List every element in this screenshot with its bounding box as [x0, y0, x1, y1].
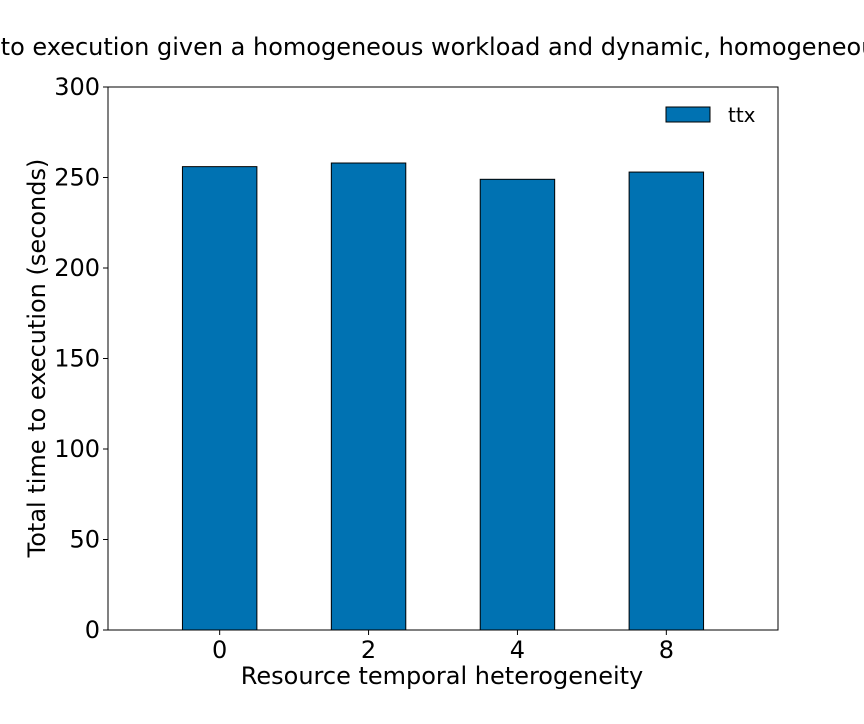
y-axis: 0 50 100 150 200 250 300	[54, 73, 108, 644]
legend-swatch-ttx	[665, 106, 711, 123]
y-tick-label-0: 0	[85, 616, 100, 644]
bar-2	[330, 162, 407, 631]
y-tick-label-300: 300	[54, 73, 100, 101]
x-tick-label-4: 4	[510, 636, 525, 664]
x-axis: 0 2 4 8	[212, 630, 674, 664]
x-axis-label: Resource temporal heterogeneity	[241, 662, 643, 690]
bar-8	[628, 171, 705, 631]
legend-label-ttx: ttx	[728, 103, 756, 127]
y-axis-label: Total time to execution (seconds)	[23, 159, 51, 559]
bars-group	[181, 162, 705, 631]
y-tick-label-100: 100	[54, 435, 100, 463]
x-tick-label-8: 8	[659, 636, 674, 664]
y-tick-label-50: 50	[69, 526, 100, 554]
chart-title: Total time to execution given a homogene…	[0, 33, 864, 61]
x-tick-label-2: 2	[361, 636, 376, 664]
y-tick-label-250: 250	[54, 164, 100, 192]
x-tick-label-0: 0	[212, 636, 227, 664]
plot-frame	[107, 86, 779, 631]
y-tick-label-150: 150	[54, 345, 100, 373]
bar-0	[181, 166, 258, 631]
legend: ttx	[665, 103, 756, 127]
y-tick-label-200: 200	[54, 254, 100, 282]
bar-4	[479, 178, 556, 631]
